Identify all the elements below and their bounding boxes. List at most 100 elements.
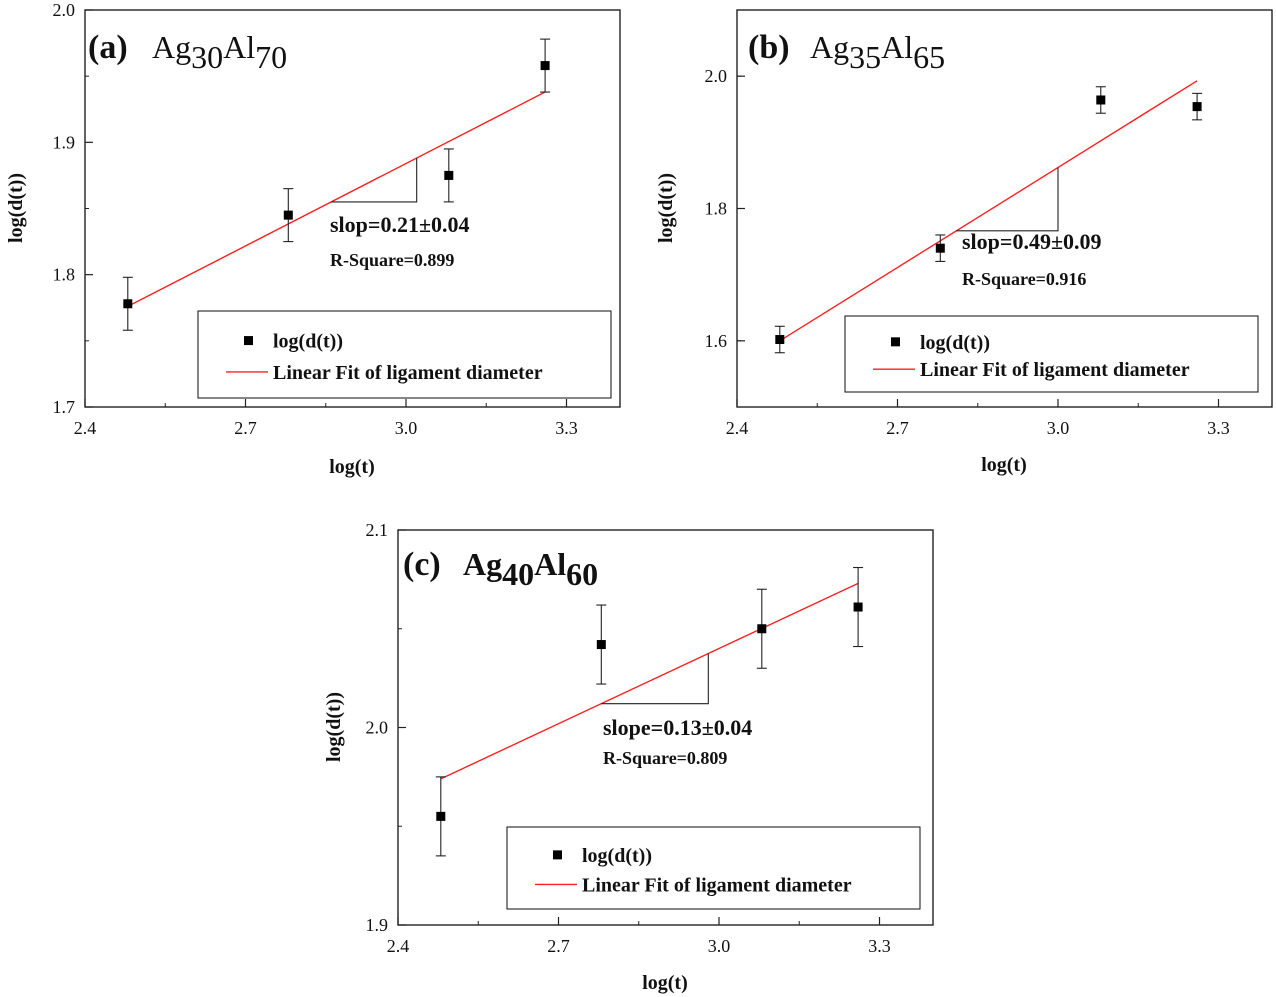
data-point xyxy=(935,234,946,262)
x-tick-label: 2.7 xyxy=(886,418,909,438)
legend-box xyxy=(844,315,1259,393)
data-point xyxy=(283,188,294,243)
fit-line xyxy=(127,91,546,308)
composition-subscript-1: 40 xyxy=(502,556,534,592)
y-axis-label: log(d(t)) xyxy=(655,173,677,243)
data-point xyxy=(853,566,864,648)
slope-annotation: slope=0.13±0.04 xyxy=(603,715,752,740)
data-marker xyxy=(283,210,293,220)
composition-subscript-1: 35 xyxy=(849,39,881,75)
data-marker xyxy=(1192,102,1202,112)
legend-label-fit: Linear Fit of ligament diameter xyxy=(920,359,1190,381)
data-marker xyxy=(444,170,454,180)
data-point xyxy=(1192,92,1203,121)
panel-letter: (c) xyxy=(403,546,441,583)
legend: log(d(t)) Linear Fit of ligament diameter xyxy=(844,315,1259,393)
y-axis-label: log(d(t)) xyxy=(323,692,345,762)
data-marker xyxy=(853,602,863,612)
data-point xyxy=(443,148,454,203)
x-tick-label: 2.4 xyxy=(726,418,749,438)
composition-label: Ag35Al65 xyxy=(810,29,945,75)
legend-box xyxy=(197,310,612,399)
legend-label-fit: Linear Fit of ligament diameter xyxy=(273,362,543,384)
data-point xyxy=(596,604,607,685)
y-tick-label: 2.1 xyxy=(366,520,389,540)
data-point xyxy=(1095,86,1106,114)
rsquare-annotation: R-Square=0.916 xyxy=(962,269,1086,289)
y-tick-label: 1.9 xyxy=(366,915,389,935)
y-axis-label: log(d(t)) xyxy=(5,173,27,243)
data-marker xyxy=(596,640,606,650)
slope-triangle xyxy=(956,167,1059,232)
x-tick-label: 2.7 xyxy=(234,418,257,438)
legend-box xyxy=(506,826,921,910)
fit-line xyxy=(440,582,859,780)
slope-annotation: slop=0.49±0.09 xyxy=(962,229,1102,254)
y-tick-label: 2.0 xyxy=(53,0,76,20)
composition-label: Ag30Al70 xyxy=(152,29,287,75)
x-axis-label: log(t) xyxy=(642,972,688,994)
legend: log(d(t)) Linear Fit of ligament diameter xyxy=(197,310,612,399)
data-marker xyxy=(540,61,550,71)
data-point xyxy=(774,325,785,354)
composition-element-2: Al xyxy=(223,29,255,65)
y-tick-label: 1.9 xyxy=(53,132,76,152)
x-tick-label: 3.0 xyxy=(395,418,418,438)
x-tick-label: 3.3 xyxy=(868,936,891,956)
x-tick-label: 2.7 xyxy=(547,936,570,956)
y-tick-label: 1.7 xyxy=(53,397,76,417)
x-tick-label: 3.0 xyxy=(708,936,731,956)
fit-line xyxy=(779,80,1198,342)
legend-marker xyxy=(891,337,900,347)
chart-panel-a: 2.4 2.7 3.0 3.3 1.7 1.8 1.9 2.0 log(t) log(d(t)) s… xyxy=(5,0,621,478)
slope-triangle xyxy=(601,653,709,705)
y-tick-label: 2.0 xyxy=(705,66,728,86)
data-point xyxy=(756,588,767,669)
legend-label-points: log(d(t)) xyxy=(920,332,990,354)
data-marker xyxy=(775,335,785,345)
data-marker xyxy=(1096,95,1106,105)
rsquare-annotation: R-Square=0.899 xyxy=(330,250,454,270)
data-point xyxy=(435,776,446,857)
composition-element-2: Al xyxy=(534,546,566,582)
x-tick-label: 3.3 xyxy=(555,418,578,438)
legend-marker xyxy=(553,850,562,860)
composition-element-1: Ag xyxy=(810,29,849,65)
chart-panel-b: 2.4 2.7 3.0 3.3 1.6 1.8 2.0 log(t) log(d(t)) slop… xyxy=(655,9,1273,476)
composition-subscript-1: 30 xyxy=(191,39,223,75)
legend-label-points: log(d(t)) xyxy=(273,331,343,353)
x-axis-label: log(t) xyxy=(981,454,1027,476)
data-marker xyxy=(436,811,446,821)
composition-subscript-2: 65 xyxy=(913,39,945,75)
data-point xyxy=(122,276,133,331)
composition-element-2: Al xyxy=(881,29,913,65)
composition-label: Ag40Al60 xyxy=(463,546,598,592)
y-tick-label: 1.8 xyxy=(705,199,728,219)
legend: log(d(t)) Linear Fit of ligament diameter xyxy=(506,826,921,910)
composition-subscript-2: 60 xyxy=(566,556,598,592)
y-tick-label: 1.6 xyxy=(705,331,728,351)
data-marker xyxy=(757,624,767,634)
x-axis-label: log(t) xyxy=(329,456,375,478)
x-tick-label: 2.4 xyxy=(74,418,97,438)
panel-letter: (a) xyxy=(88,29,128,66)
composition-element-1: Ag xyxy=(152,29,191,65)
slope-triangle xyxy=(331,158,418,203)
data-marker xyxy=(935,243,945,253)
y-tick-label: 2.0 xyxy=(366,718,389,738)
chart-panel-c: 2.4 2.7 3.0 3.3 1.9 2.0 2.1 log(t) log(d(t)) slop… xyxy=(323,520,934,994)
rsquare-annotation: R-Square=0.809 xyxy=(603,748,727,768)
slope-annotation: slop=0.21±0.04 xyxy=(330,212,470,237)
y-tick-label: 1.8 xyxy=(53,265,76,285)
x-tick-label: 3.3 xyxy=(1207,418,1230,438)
x-tick-label: 3.0 xyxy=(1047,418,1070,438)
composition-element-1: Ag xyxy=(463,546,502,582)
x-tick-label: 2.4 xyxy=(387,936,410,956)
legend-label-points: log(d(t)) xyxy=(582,845,652,867)
composition-subscript-2: 70 xyxy=(255,39,287,75)
data-marker xyxy=(123,299,133,309)
panel-letter: (b) xyxy=(748,29,790,66)
data-point xyxy=(540,38,551,93)
legend-marker xyxy=(244,336,253,346)
